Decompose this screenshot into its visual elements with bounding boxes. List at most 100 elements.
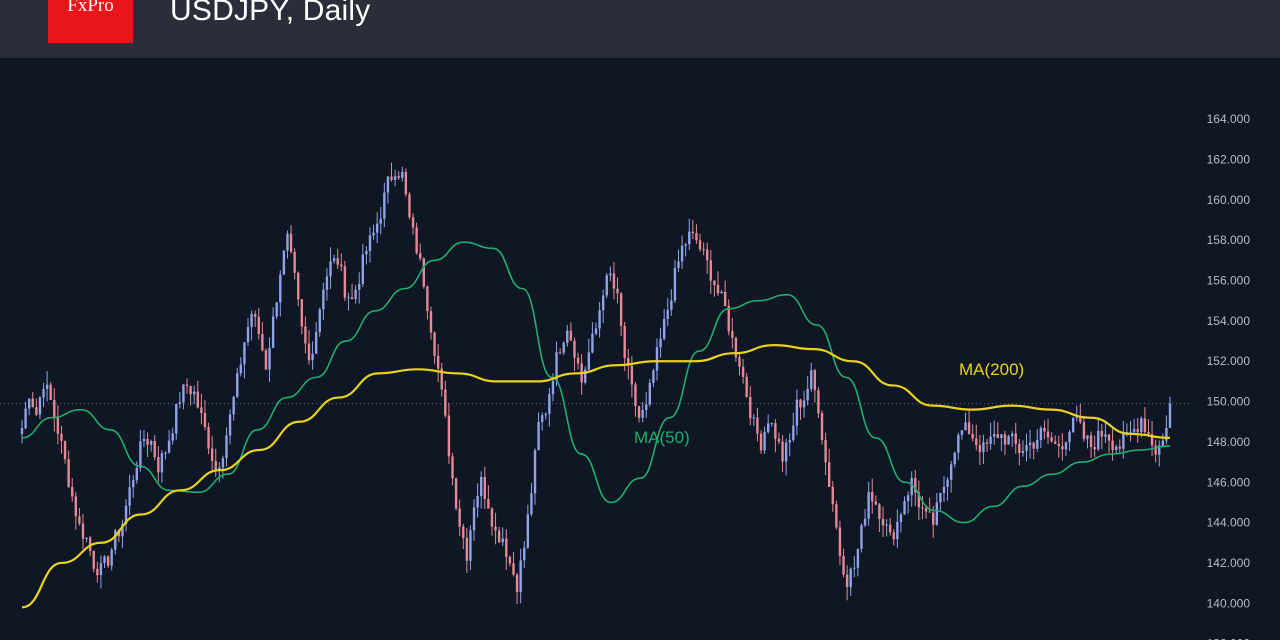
candle-body <box>526 514 530 548</box>
candle-body <box>1000 434 1003 438</box>
candle-body <box>777 438 781 442</box>
candle-body <box>949 464 953 480</box>
candle-body <box>494 526 497 531</box>
candle-body <box>117 530 121 537</box>
candle-body <box>924 508 928 512</box>
candle-body <box>680 245 684 262</box>
candle-body <box>993 434 996 437</box>
candle-body <box>960 430 964 435</box>
candle-body <box>300 299 304 327</box>
candle-body <box>49 384 52 400</box>
candle-body <box>401 171 404 178</box>
candle-body <box>476 496 479 508</box>
candle-body <box>135 468 138 481</box>
candle-body <box>587 352 591 370</box>
candle-body <box>1111 440 1114 451</box>
candle-body <box>472 507 476 531</box>
candle-body <box>716 284 720 294</box>
candle-body <box>853 567 856 569</box>
candle-body <box>885 524 888 526</box>
candle-body <box>1032 442 1035 449</box>
candle-body <box>480 476 483 497</box>
candle-body <box>178 402 182 404</box>
candle-body <box>795 399 799 426</box>
candle-body <box>1036 439 1039 449</box>
candle-body <box>1168 403 1172 428</box>
candle-body <box>71 486 74 497</box>
candle-body <box>1014 433 1017 444</box>
candle-body <box>914 478 917 493</box>
candle-body <box>1165 427 1168 441</box>
candle-body <box>637 406 641 418</box>
candle-body <box>1140 418 1143 432</box>
candle-body <box>203 413 207 428</box>
candle-body <box>659 338 662 348</box>
candle-body <box>99 563 103 576</box>
candle-body <box>562 342 565 353</box>
candle-body <box>271 316 275 348</box>
candle-body <box>246 327 250 343</box>
candle-body <box>845 574 849 588</box>
candle-body <box>677 261 680 268</box>
candle-body <box>630 365 634 385</box>
candle-body <box>261 333 264 351</box>
candle-body <box>96 568 99 576</box>
candle-body <box>684 244 687 246</box>
candle-body <box>200 407 203 414</box>
candle-body <box>1118 446 1121 449</box>
candle-body <box>397 176 400 178</box>
candle-body <box>820 413 824 440</box>
candle-body <box>501 538 504 543</box>
candle-body <box>289 233 293 252</box>
candle-body <box>1007 436 1010 445</box>
candles <box>20 162 1172 604</box>
ma50-line <box>21 241 1171 524</box>
candle-body <box>917 492 921 508</box>
candle-body <box>429 311 433 333</box>
y-tick-label: 144.000 <box>1207 516 1251 530</box>
candle-body <box>784 442 788 462</box>
candle-body <box>60 433 63 441</box>
candle-body <box>1057 443 1060 447</box>
candle-body <box>1132 429 1136 432</box>
candle-body <box>329 261 332 277</box>
candle-body <box>358 283 361 290</box>
candle-body <box>182 384 185 403</box>
candle-body <box>662 318 666 339</box>
candle-body <box>566 330 569 343</box>
moving-averages <box>21 241 1171 609</box>
y-axis: 138.000 140.000 142.000 144.000 146.000 148.0… <box>1207 112 1251 640</box>
candle-body <box>487 498 490 509</box>
candle-body <box>210 448 214 462</box>
candle-body <box>698 240 702 250</box>
candle-body <box>393 176 397 180</box>
candle-body <box>293 251 296 273</box>
candle-body <box>856 548 860 568</box>
candle-body <box>616 288 619 294</box>
candle-body <box>121 524 124 537</box>
candle-body <box>340 264 343 267</box>
candle-body <box>655 347 659 371</box>
candle-body <box>124 505 128 525</box>
candle-body <box>508 556 512 564</box>
candle-body <box>160 453 164 473</box>
candle-body <box>35 407 38 415</box>
candle-body <box>652 370 655 383</box>
candle-body <box>1075 417 1078 419</box>
candle-body <box>910 478 913 496</box>
ma50-label: MA(50) <box>634 428 690 447</box>
candle-body <box>436 355 440 369</box>
candle-body <box>533 450 537 494</box>
candle-body <box>749 396 752 419</box>
candle-body <box>666 309 669 319</box>
candle-body <box>1043 427 1046 432</box>
candle-body <box>275 302 278 317</box>
y-tick-label: 146.000 <box>1207 475 1251 489</box>
candle-body <box>462 526 465 538</box>
candle-body <box>939 492 942 503</box>
candle-body <box>985 442 989 444</box>
candle-body <box>569 330 573 341</box>
candle-body <box>27 398 31 409</box>
candle-body <box>193 391 196 395</box>
candle-body <box>831 486 834 505</box>
